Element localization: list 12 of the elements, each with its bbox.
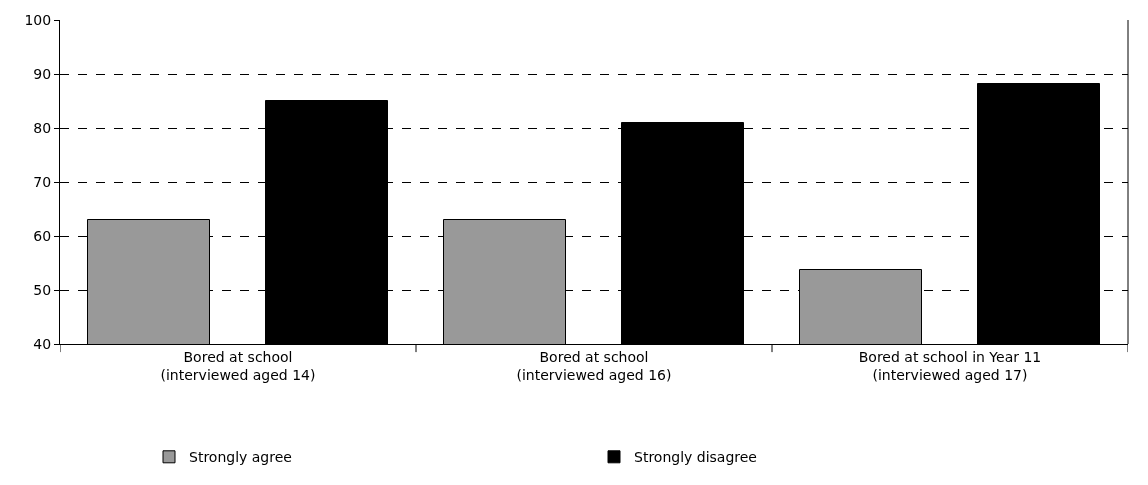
y-tick-label: 70: [33, 173, 52, 190]
y-tick-label: 40: [33, 335, 52, 352]
y-tick-label: 50: [33, 281, 52, 298]
y-tick-label: 80: [33, 119, 52, 136]
y-tick-label: 100: [24, 11, 52, 28]
x-tick-label: Bored at school (interviewed aged 14): [160, 348, 316, 383]
legend-label: Strongly agree: [189, 449, 292, 466]
y-tick-label: 90: [33, 65, 52, 82]
x-tick-label: Bored at school in Year 11 (interviewed aged 17): [858, 348, 1042, 383]
x-tick-label: Bored at school (interviewed aged 16): [516, 348, 672, 383]
y-tick-label: 60: [33, 227, 52, 244]
legend-label: Strongly disagree: [634, 449, 757, 466]
